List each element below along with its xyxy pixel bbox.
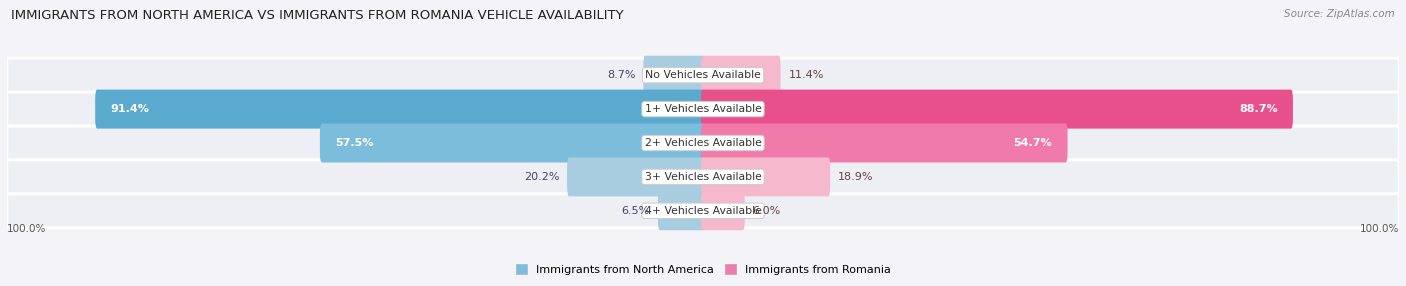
Text: Source: ZipAtlas.com: Source: ZipAtlas.com <box>1284 9 1395 19</box>
FancyBboxPatch shape <box>702 124 1067 162</box>
FancyBboxPatch shape <box>7 194 1399 228</box>
FancyBboxPatch shape <box>96 90 704 129</box>
Text: 1+ Vehicles Available: 1+ Vehicles Available <box>644 104 762 114</box>
FancyBboxPatch shape <box>702 191 745 230</box>
Text: No Vehicles Available: No Vehicles Available <box>645 70 761 80</box>
FancyBboxPatch shape <box>7 126 1399 160</box>
Text: 20.2%: 20.2% <box>523 172 560 182</box>
Text: 57.5%: 57.5% <box>335 138 374 148</box>
Text: 2+ Vehicles Available: 2+ Vehicles Available <box>644 138 762 148</box>
Text: IMMIGRANTS FROM NORTH AMERICA VS IMMIGRANTS FROM ROMANIA VEHICLE AVAILABILITY: IMMIGRANTS FROM NORTH AMERICA VS IMMIGRA… <box>11 9 624 21</box>
FancyBboxPatch shape <box>7 58 1399 92</box>
FancyBboxPatch shape <box>7 92 1399 126</box>
FancyBboxPatch shape <box>7 160 1399 194</box>
Text: 3+ Vehicles Available: 3+ Vehicles Available <box>644 172 762 182</box>
Text: 91.4%: 91.4% <box>111 104 149 114</box>
FancyBboxPatch shape <box>321 124 704 162</box>
Text: 54.7%: 54.7% <box>1014 138 1052 148</box>
FancyBboxPatch shape <box>658 191 704 230</box>
Text: 11.4%: 11.4% <box>789 70 824 80</box>
FancyBboxPatch shape <box>702 56 780 95</box>
Text: 88.7%: 88.7% <box>1239 104 1278 114</box>
FancyBboxPatch shape <box>644 56 704 95</box>
Text: 18.9%: 18.9% <box>838 172 873 182</box>
FancyBboxPatch shape <box>567 157 704 196</box>
Text: 6.0%: 6.0% <box>752 206 780 216</box>
Legend: Immigrants from North America, Immigrants from Romania: Immigrants from North America, Immigrant… <box>516 264 890 275</box>
FancyBboxPatch shape <box>702 157 831 196</box>
Text: 8.7%: 8.7% <box>607 70 636 80</box>
Text: 4+ Vehicles Available: 4+ Vehicles Available <box>644 206 762 216</box>
Text: 6.5%: 6.5% <box>621 206 650 216</box>
FancyBboxPatch shape <box>702 90 1294 129</box>
Text: 100.0%: 100.0% <box>7 224 46 234</box>
Text: 100.0%: 100.0% <box>1360 224 1399 234</box>
